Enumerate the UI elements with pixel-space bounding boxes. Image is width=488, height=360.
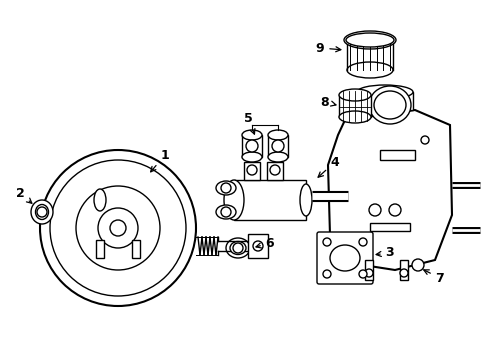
Text: 7: 7 (423, 270, 444, 284)
Polygon shape (327, 110, 451, 270)
Ellipse shape (229, 242, 245, 255)
Circle shape (40, 150, 196, 306)
Text: 3: 3 (375, 247, 393, 260)
Bar (242, 135, 262, 157)
Circle shape (252, 241, 263, 251)
Ellipse shape (94, 189, 106, 211)
Circle shape (399, 269, 407, 277)
Circle shape (37, 207, 47, 217)
Bar (132, 240, 140, 258)
Ellipse shape (338, 89, 370, 101)
Ellipse shape (343, 31, 395, 49)
Circle shape (358, 270, 366, 278)
Text: 4: 4 (318, 156, 339, 177)
Bar (369, 223, 409, 231)
Text: 6: 6 (256, 237, 274, 249)
Bar (379, 150, 414, 160)
Ellipse shape (216, 181, 236, 195)
Ellipse shape (346, 33, 393, 47)
Ellipse shape (346, 62, 392, 78)
Ellipse shape (368, 86, 410, 124)
Circle shape (232, 243, 243, 253)
Circle shape (323, 270, 330, 278)
Text: 1: 1 (150, 149, 169, 172)
Circle shape (411, 259, 423, 271)
Circle shape (269, 165, 280, 175)
Circle shape (76, 186, 160, 270)
Text: 8: 8 (320, 95, 335, 108)
Ellipse shape (36, 204, 48, 220)
Circle shape (50, 160, 185, 296)
Ellipse shape (216, 205, 236, 219)
Circle shape (271, 140, 284, 152)
Text: 9: 9 (315, 41, 340, 54)
FancyBboxPatch shape (316, 232, 372, 284)
Bar (244, 162, 260, 180)
Ellipse shape (267, 130, 287, 140)
Bar (247, 234, 267, 258)
Circle shape (245, 140, 258, 152)
Circle shape (110, 220, 126, 236)
Circle shape (364, 269, 372, 277)
Ellipse shape (329, 245, 359, 271)
Ellipse shape (338, 111, 370, 123)
Ellipse shape (224, 180, 244, 220)
Bar (266, 162, 283, 180)
Bar (234, 180, 305, 220)
Circle shape (98, 208, 138, 248)
Circle shape (388, 204, 400, 216)
Text: 2: 2 (16, 186, 32, 203)
Bar (338, 95, 370, 117)
Ellipse shape (31, 200, 53, 224)
Circle shape (221, 207, 230, 217)
Bar (267, 135, 287, 157)
Ellipse shape (373, 91, 405, 119)
Circle shape (221, 183, 230, 193)
Text: 5: 5 (243, 112, 254, 134)
Circle shape (246, 165, 257, 175)
Bar (356, 92, 412, 110)
Ellipse shape (242, 152, 262, 162)
Bar (399, 260, 407, 280)
Circle shape (368, 204, 380, 216)
Ellipse shape (242, 130, 262, 140)
Ellipse shape (356, 85, 412, 99)
Bar (96, 240, 104, 258)
Ellipse shape (225, 238, 249, 258)
Circle shape (323, 238, 330, 246)
Circle shape (420, 136, 428, 144)
Circle shape (358, 238, 366, 246)
Ellipse shape (299, 184, 311, 216)
Ellipse shape (267, 152, 287, 162)
Bar (364, 260, 372, 280)
